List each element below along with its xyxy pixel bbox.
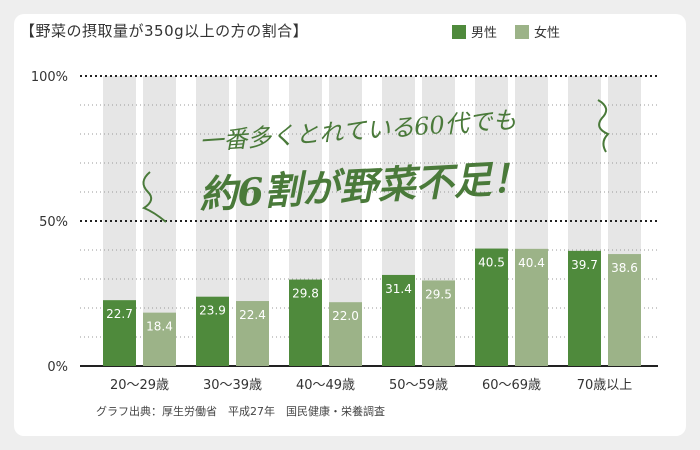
note-bracket-left — [141, 171, 167, 223]
bar — [103, 300, 136, 366]
data-label: 29.8 — [292, 287, 319, 301]
bar — [329, 302, 362, 366]
x-axis-ticks: 20～29歳 30～39歳 40～49歳 50～59歳 60～69歳 70歳以上 — [110, 378, 632, 393]
bar — [289, 279, 322, 366]
x-tick-label: 70歳以上 — [577, 378, 633, 393]
data-label: 22.0 — [332, 309, 359, 323]
y-tick-label: 50% — [39, 215, 68, 230]
x-tick-label: 50～59歳 — [389, 378, 448, 393]
y-axis-ticks: 0% 50% 100% — [31, 70, 68, 375]
x-tick-label: 30～39歳 — [203, 378, 262, 393]
data-label: 40.5 — [478, 256, 505, 270]
data-label: 40.4 — [518, 256, 545, 270]
bar — [143, 312, 176, 366]
data-label: 22.4 — [239, 308, 266, 322]
x-tick-label: 60～69歳 — [482, 378, 541, 393]
legend-item-male: 男性 — [452, 22, 497, 41]
bars — [103, 248, 641, 366]
data-labels: 22.7 18.4 23.9 22.4 29.8 22.0 31.4 29.5 40.5 40.4… — [106, 256, 638, 334]
gridlines — [80, 75, 658, 367]
bar — [608, 254, 641, 366]
y-tick-label: 0% — [47, 360, 68, 375]
x-tick-label: 20～29歳 — [110, 378, 169, 393]
source-note: グラフ出典：厚生労働省 平成27年 国民健康・栄養調査 — [96, 405, 385, 418]
bar — [236, 301, 269, 366]
bar — [515, 248, 548, 366]
legend-swatch-female — [515, 24, 530, 39]
data-label: 38.6 — [611, 261, 638, 275]
note-bracket-right — [597, 99, 610, 153]
bar — [568, 250, 601, 366]
bar — [196, 296, 229, 366]
legend-item-female: 女性 — [515, 22, 560, 41]
legend-label-male: 男性 — [471, 26, 498, 41]
data-label: 31.4 — [385, 282, 412, 296]
bar — [475, 248, 508, 366]
bar — [382, 274, 415, 366]
chart-title: 【野菜の摂取量が350g以上の方の割合】 — [20, 22, 309, 40]
data-label: 29.5 — [425, 287, 452, 301]
legend-swatch-male — [452, 24, 466, 39]
data-label: 22.7 — [106, 307, 133, 321]
data-label: 23.9 — [199, 304, 226, 318]
data-label: 18.4 — [146, 320, 173, 334]
data-label: 39.7 — [571, 258, 598, 272]
legend-label-female: 女性 — [534, 26, 561, 41]
bar — [422, 280, 455, 366]
y-tick-label: 100% — [31, 70, 68, 85]
legend: 男性 女性 — [452, 22, 578, 41]
x-tick-label: 40～49歳 — [296, 378, 355, 393]
